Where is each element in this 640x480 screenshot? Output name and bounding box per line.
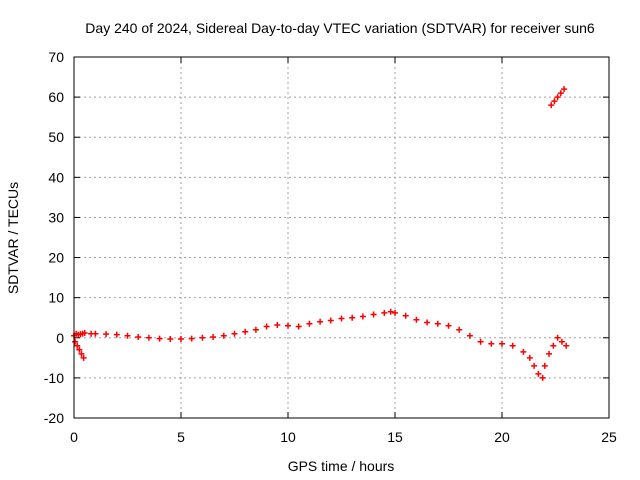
tick-labels: 0 5 10 15 20 25 -20 -10 0 10 20 30 40 50 60 70 [44,49,617,445]
data-point [499,340,505,347]
data-point [317,318,324,325]
y-axis-label: SDTVAR / TECUs [5,182,21,294]
y-tick-label: -20 [44,410,64,426]
data-point [178,335,184,342]
y-tick-label: 30 [48,209,64,225]
data-point [80,354,87,361]
y-tick-label: 20 [48,250,64,266]
data-point [81,329,88,336]
data-point [554,94,561,101]
y-tick-label: 70 [48,49,64,65]
data-point [295,323,302,330]
data-point [548,102,555,109]
data-point [78,350,85,357]
data-point [381,309,388,316]
data-point [167,335,174,342]
data-point [92,330,99,337]
x-tick-label: 0 [70,429,78,445]
series-sun6-late-segment [548,86,568,109]
data-point [145,334,152,341]
data-point [546,350,553,357]
series-sun6-early-segment [72,338,87,361]
data-point [103,331,110,338]
data-point [392,309,398,316]
data-point [550,342,557,349]
data-point [541,362,548,369]
data-point [359,313,366,320]
x-tick-label: 20 [494,429,510,445]
plot-frame [73,56,610,419]
data-point [554,334,561,341]
series-sun6 [71,308,570,381]
y-tick-label: 60 [48,89,64,105]
data-point [402,312,409,319]
data-point [434,320,441,327]
data-point [188,335,195,342]
data-point [199,334,206,341]
data-point [370,311,377,318]
data-point [488,340,495,347]
x-tick-label: 5 [177,429,185,445]
chart-title: Day 240 of 2024, Sidereal Day-to-day VTE… [85,20,595,36]
data-point [285,322,291,329]
data-point [445,322,452,329]
data-point [531,362,538,369]
data-point [563,342,570,349]
data-point [74,342,81,349]
data-point [561,86,568,93]
data-point [526,354,533,361]
data-point [252,326,259,333]
data-point [242,328,249,335]
data-point [551,98,558,105]
x-axis-label: GPS time / hours [288,458,395,474]
y-tick-label: -10 [44,370,64,386]
data-point [220,332,227,339]
data-point [327,317,334,324]
data-point [156,335,163,342]
y-tick-label: 10 [48,290,64,306]
data-point [424,319,431,326]
y-tick-label: 0 [56,330,64,346]
data-point [509,342,516,349]
data-point [72,338,79,345]
x-tick-label: 25 [601,429,617,445]
data-points [71,86,570,381]
data-point [477,338,484,345]
data-point [456,326,463,333]
data-point [466,332,473,339]
data-point [413,316,420,323]
data-point [338,315,345,322]
data-point [113,331,120,338]
x-tick-label: 15 [387,429,403,445]
data-point [263,323,270,330]
data-point [274,321,281,328]
data-point [387,308,394,315]
y-tick-label: 40 [48,169,64,185]
data-point [520,348,527,355]
x-tick-label: 10 [280,429,296,445]
data-point [535,370,542,377]
data-point [306,320,313,327]
grid-lines [74,57,609,418]
data-point [231,330,238,337]
data-point [76,346,83,353]
data-point [124,332,131,339]
data-point [557,90,564,97]
data-point [135,333,142,340]
y-tick-label: 50 [48,129,64,145]
data-point [558,338,565,345]
data-point [210,333,217,340]
data-point [539,374,546,381]
data-point [349,314,356,321]
